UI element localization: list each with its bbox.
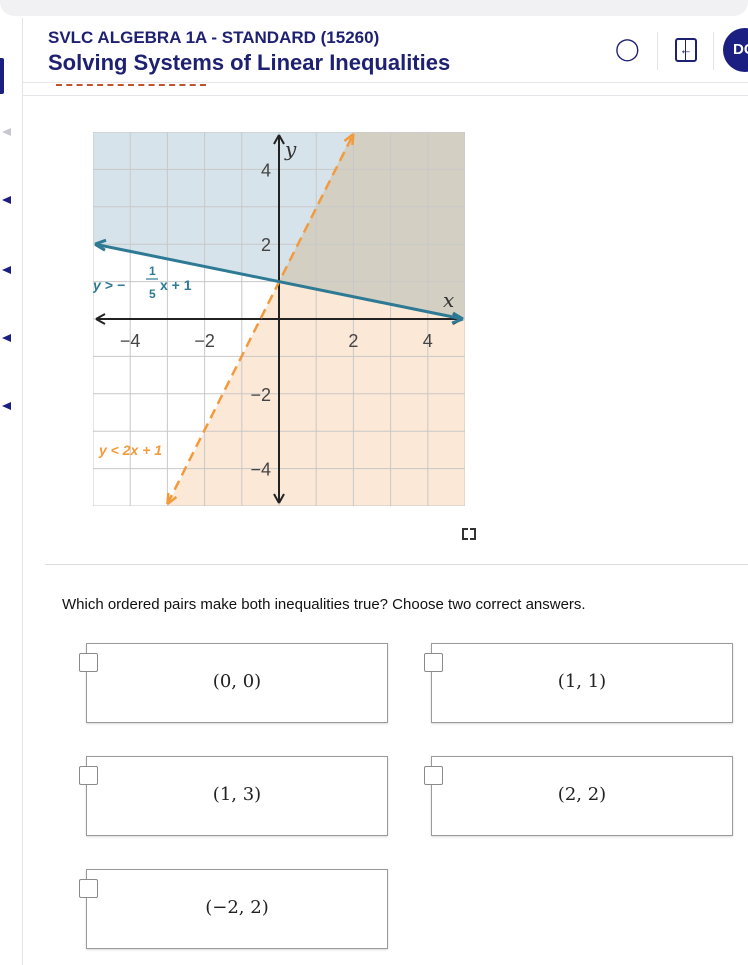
- checkbox[interactable]: [79, 879, 98, 898]
- y-tick-label: 4: [261, 160, 271, 180]
- boundary-line-2: [166, 133, 355, 505]
- expand-graph-icon[interactable]: [462, 528, 476, 540]
- line2-arrowheads: [166, 133, 355, 505]
- answer-choice[interactable]: (0, 0): [79, 643, 388, 723]
- scrolled-heading-remnant: [56, 84, 206, 90]
- rail-arrow-icon[interactable]: [2, 266, 11, 274]
- x-tick-label: 2: [348, 331, 358, 351]
- rail-active-indicator: [0, 58, 4, 94]
- checkbox[interactable]: [79, 653, 98, 672]
- course-name: SVLC ALGEBRA 1A - STANDARD (15260): [48, 28, 380, 47]
- divider: [22, 95, 748, 96]
- inequality2-label: y < 2x + 1: [98, 442, 162, 458]
- choice-label: (0, 0): [212, 671, 262, 692]
- choice-label: (2, 2): [557, 784, 607, 805]
- answer-choice[interactable]: (1, 1): [424, 643, 733, 723]
- inequality1-frac-num: 1: [149, 264, 156, 278]
- line1-arrowheads: [94, 238, 464, 325]
- checkbox[interactable]: [424, 653, 443, 672]
- rail-arrow-icon[interactable]: [2, 196, 11, 204]
- x-tick-label: 4: [423, 331, 433, 351]
- rail-arrow-icon[interactable]: [2, 334, 11, 342]
- divider: [45, 564, 748, 565]
- browser-top-bar: [0, 0, 748, 16]
- inequality1-label: y > −: [93, 277, 125, 293]
- divider: [657, 32, 658, 70]
- lightbulb-icon[interactable]: ◯: [615, 36, 640, 61]
- boundary-line-1: [94, 242, 464, 321]
- y-tick-label: 2: [261, 235, 271, 255]
- inequality1-label-rest: x + 1: [160, 277, 192, 293]
- avatar[interactable]: DC: [723, 28, 748, 72]
- answer-choice[interactable]: (1, 3): [79, 756, 388, 836]
- choice-label: (1, 3): [212, 784, 262, 805]
- choice-label: (−2, 2): [205, 897, 269, 918]
- left-nav-rail: [0, 18, 23, 965]
- y-tick-label: −4: [250, 460, 271, 480]
- region-overlap: [279, 132, 465, 319]
- choice-label: (1, 1): [557, 671, 607, 692]
- divider: [713, 32, 714, 70]
- answer-choice[interactable]: (2, 2): [424, 756, 733, 836]
- checkbox[interactable]: [79, 766, 98, 785]
- y-axis-label: y: [284, 137, 297, 161]
- checkbox[interactable]: [424, 766, 443, 785]
- x-axis-label: x: [443, 288, 454, 312]
- rail-arrow-icon[interactable]: [2, 128, 11, 136]
- answer-choice[interactable]: (−2, 2): [79, 869, 388, 949]
- question-text: Which ordered pairs make both inequaliti…: [62, 596, 586, 613]
- header-divider: [22, 82, 748, 83]
- x-tick-label: −2: [194, 331, 215, 351]
- page-title: Solving Systems of Linear Inequalities: [48, 50, 451, 75]
- rail-arrow-icon[interactable]: [2, 402, 11, 410]
- inequality-graph: y x −4 −2 2 4 4 2 −2 −4 y > − 1 5 x + 1 y < 2x …: [93, 132, 465, 506]
- x-tick-label: −4: [120, 331, 141, 351]
- y-tick-label: −2: [250, 385, 271, 405]
- inequality1-frac-den: 5: [149, 287, 156, 301]
- exit-panel-icon[interactable]: ←: [675, 38, 697, 62]
